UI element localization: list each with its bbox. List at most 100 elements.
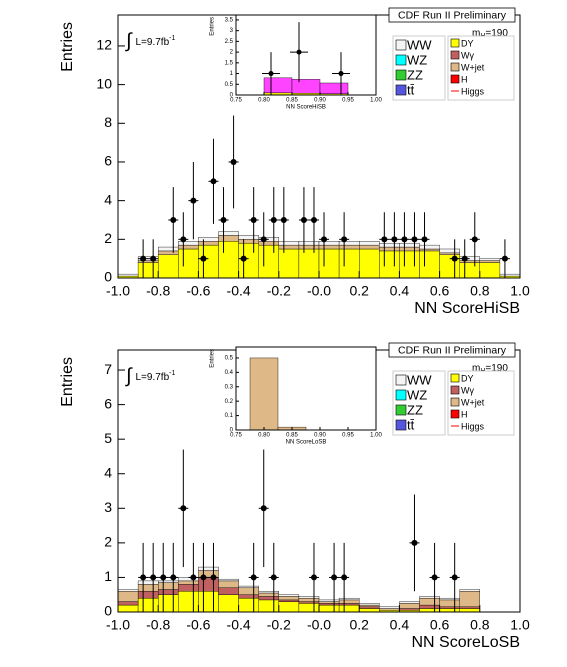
data-point	[200, 255, 207, 262]
histogram-bin	[137, 597, 159, 613]
data-point	[250, 574, 257, 581]
x-tick-label: 0.80	[258, 433, 270, 439]
x-tick-label: 0.4	[390, 283, 410, 299]
histogram-bin	[439, 252, 460, 255]
x-tick-label: -0.4	[227, 617, 251, 633]
x-axis-label: NN ScoreHiSB	[286, 105, 326, 111]
data-point	[260, 505, 267, 512]
histogram-bin	[499, 273, 521, 277]
data-point	[310, 216, 317, 223]
legend-swatch	[395, 39, 407, 51]
histogram-bin	[291, 79, 321, 94]
data-point	[250, 216, 257, 223]
lumi-exponent: -1	[169, 370, 175, 377]
x-axis-label: NN ScoreLoSB	[412, 634, 521, 651]
y-tick-label: 0.3	[225, 384, 234, 390]
x-tick-label: -0.6	[186, 283, 210, 299]
legend-label: WZ	[407, 387, 427, 402]
histogram-bin	[459, 606, 481, 609]
histogram-bin	[157, 580, 179, 583]
integral-sign: ∫	[125, 365, 133, 387]
histogram-bin	[198, 566, 219, 571]
y-tick-label: 6	[104, 153, 112, 169]
histogram-bin	[419, 248, 440, 252]
histogram-bin	[218, 580, 239, 589]
lumi-text: L=9.7fb	[135, 37, 169, 48]
histogram-bin	[178, 584, 199, 592]
histogram-bin	[459, 262, 481, 279]
histogram-bin	[319, 82, 349, 94]
data-point	[240, 255, 247, 262]
y-tick-label: 0.4	[225, 370, 234, 376]
legend-swatch	[395, 389, 407, 401]
data-point	[461, 255, 468, 262]
x-tick-label: 0.95	[342, 98, 354, 104]
chart-title: CDF Run II Preliminary	[398, 344, 507, 356]
histogram-bin	[359, 608, 380, 613]
x-tick-label: 0.80	[258, 98, 270, 104]
y-tick-label: 4	[104, 464, 112, 480]
histogram-bin	[249, 357, 279, 431]
legend-label: Wγ	[461, 385, 474, 395]
histogram-bin	[117, 591, 139, 602]
data-point	[210, 574, 217, 581]
legend-label: WW	[407, 37, 432, 52]
histogram-bin	[137, 591, 159, 599]
legend-label: DY	[461, 373, 474, 383]
legend-label: WZ	[407, 52, 427, 67]
legend-swatch	[395, 419, 407, 431]
histogram-bin	[359, 241, 380, 246]
data-point	[451, 574, 458, 581]
histogram-bin	[379, 242, 400, 248]
histogram-bin	[178, 241, 199, 246]
x-tick-label: 1.0	[510, 617, 530, 633]
header-box	[388, 342, 516, 358]
mass-symbol: m	[472, 363, 480, 374]
histogram-bin	[419, 604, 440, 609]
histogram-bin	[198, 241, 219, 246]
data-point	[170, 216, 177, 223]
histogram-bin	[379, 250, 400, 279]
histogram-bin	[298, 241, 320, 246]
data-point	[170, 574, 177, 581]
legend-label: Higgs	[461, 86, 485, 96]
y-tick-label: 0	[230, 428, 234, 434]
histogram-bin	[479, 258, 501, 261]
data-point	[270, 216, 277, 223]
data-point	[421, 236, 428, 243]
histogram-bin	[399, 603, 420, 609]
legend-label: W+jet	[461, 62, 485, 72]
histogram-bin	[258, 599, 280, 613]
histogram-bin	[338, 244, 360, 250]
y-axis-label: Entries	[59, 357, 76, 407]
histogram-bin	[338, 603, 360, 606]
histogram-bin	[258, 596, 280, 601]
mass-value: =190	[485, 28, 508, 39]
histogram-bin	[298, 601, 320, 604]
histogram-bin	[238, 239, 259, 244]
histogram-bin	[218, 587, 239, 595]
data-point	[451, 255, 458, 262]
data-point	[180, 236, 187, 243]
histogram-bin	[157, 589, 179, 595]
histogram-bin	[459, 591, 481, 608]
x-tick-label: -0.0	[307, 283, 331, 299]
y-axis-label: Entries	[59, 22, 76, 72]
histogram-bin	[218, 235, 239, 242]
histogram-bin	[419, 597, 440, 606]
x-tick-label: 0.95	[342, 433, 354, 439]
x-tick-label: 0.6	[430, 283, 450, 299]
histogram-bin	[157, 254, 179, 279]
data-point	[331, 574, 338, 581]
data-point	[230, 158, 237, 165]
legend-label: ZZ	[407, 402, 423, 417]
data-point	[411, 236, 418, 243]
legend-label: DY	[461, 38, 474, 48]
y-tick-label: 2	[230, 50, 234, 56]
x-tick-label: 1.0	[510, 283, 530, 299]
data-point	[391, 236, 398, 243]
y-tick-label: 4	[104, 191, 112, 207]
histogram-bin	[278, 599, 300, 602]
histogram-bin	[298, 596, 320, 599]
histogram-bin	[338, 604, 360, 613]
